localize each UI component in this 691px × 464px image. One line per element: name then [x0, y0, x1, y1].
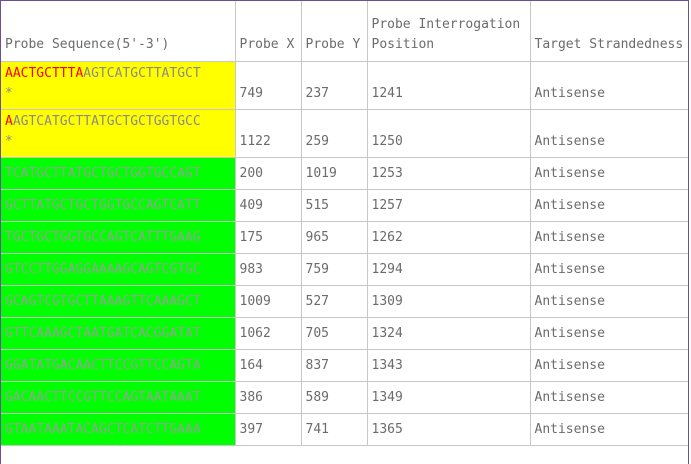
target-strandedness-cell: Antisense — [529, 60, 688, 110]
sequence-text: AGTCATGCTTATGCTGCTGGTGCC — [12, 113, 201, 129]
header-row: Probe Sequence(5'-3') Probe X Probe Y Pr… — [1, 1, 688, 62]
interrogation-position-cell: 1349 — [366, 380, 531, 414]
table-row: GGATATGACAACTTCCGTTCCAGTA 164 837 1343 Antis… — [1, 348, 688, 382]
sequence-highlight: A — [5, 113, 13, 129]
interrogation-position-cell: 1241 — [366, 60, 531, 110]
target-strandedness-cell: Antisense — [529, 220, 688, 254]
probe-sequence-cell: AAGTCATGCTTATGCTGCTGGTGCC * — [1, 108, 236, 158]
target-strandedness-cell: Antisense — [529, 108, 688, 158]
target-strandedness-cell: Antisense — [529, 252, 688, 286]
header-label: Probe Interrogation Position — [371, 16, 521, 52]
table-row: GCTTATGCTGCTGGTGCCAGTCATT 409 515 1257 Antis… — [1, 188, 688, 222]
table-row: TCATGCTTATGCTGCTGGTGCCAGT 200 1019 1253 Anti… — [1, 156, 688, 190]
sequence-text: GCTTATGCTGCTGGTGCCAGTCATT — [5, 197, 201, 213]
probe-x-cell: 749 — [234, 60, 302, 110]
probe-sequence-cell: AACTGCTTTAAGTCATGCTTATGCT * — [1, 60, 236, 110]
interrogation-position-cell: 1257 — [366, 188, 531, 222]
interrogation-position-cell: 1343 — [366, 348, 531, 382]
probe-x-cell: 1122 — [234, 108, 302, 158]
sequence-text: GTCCTTGGAGGAAAAGCAGTCGTGC — [5, 261, 201, 277]
probe-x-cell: 409 — [234, 188, 302, 222]
probe-sequence-cell: TCATGCTTATGCTGCTGGTGCCAGT — [1, 156, 236, 190]
target-strandedness-cell: Antisense — [529, 380, 688, 414]
table-row: GTAATAAATACAGCTCATCTTGAAA 397 741 1365 Antis… — [1, 412, 688, 446]
header-label: Target Strandedness — [534, 36, 684, 52]
probe-x-cell: 397 — [234, 412, 302, 446]
probe-sequence-cell: TGCTGCTGGTGCCAGTCATTTGAAG — [1, 220, 236, 254]
probe-x-cell: 386 — [234, 380, 302, 414]
probe-y-cell: 259 — [300, 108, 368, 158]
target-strandedness-cell: Antisense — [529, 188, 688, 222]
table-row: GTTCAAAGCTAATGATCACGGATAT 1062 705 1324 Anti… — [1, 316, 688, 350]
probe-y-cell: 237 — [300, 60, 368, 110]
table-row: GACAACTTCCGTTCCAGTAATAAAT 386 589 1349 Antis… — [1, 380, 688, 414]
probe-sequence-cell: GCAGTCGTGCTTAAAGTTCAAAGCT — [1, 284, 236, 318]
probe-x-cell: 164 — [234, 348, 302, 382]
interrogation-position-cell: 1309 — [366, 284, 531, 318]
probe-x-cell: 1062 — [234, 316, 302, 350]
probe-sequence-cell: GTCCTTGGAGGAAAAGCAGTCGTGC — [1, 252, 236, 286]
interrogation-position-cell: 1294 — [366, 252, 531, 286]
probe-y-cell: 515 — [300, 188, 368, 222]
table-row: GTCCTTGGAGGAAAAGCAGTCGTGC 983 759 1294 Antis… — [1, 252, 688, 286]
interrogation-position-cell: 1253 — [366, 156, 531, 190]
header-label: Probe Y — [305, 36, 361, 52]
probe-y-cell: 527 — [300, 284, 368, 318]
sequence-marker: * — [5, 133, 13, 149]
sequence-text: TGCTGCTGGTGCCAGTCATTTGAAG — [5, 229, 201, 245]
probe-y-cell: 759 — [300, 252, 368, 286]
target-strandedness-cell: Antisense — [529, 316, 688, 350]
table-row: AACTGCTTTAAGTCATGCTTATGCT * 749 237 1241 Anti… — [1, 60, 688, 110]
probe-y-cell: 965 — [300, 220, 368, 254]
probe-sequence-cell: GTTCAAAGCTAATGATCACGGATAT — [1, 316, 236, 350]
interrogation-position-cell: 1365 — [366, 412, 531, 446]
probe-y-cell: 1019 — [300, 156, 368, 190]
probe-x-cell: 1009 — [234, 284, 302, 318]
sequence-text: GCAGTCGTGCTTAAAGTTCAAAGCT — [5, 293, 201, 309]
header-probe-sequence: Probe Sequence(5'-3') — [1, 1, 236, 62]
probe-table: Probe Sequence(5'-3') Probe X Probe Y Pr… — [1, 1, 688, 446]
interrogation-position-cell: 1262 — [366, 220, 531, 254]
probe-sequence-cell: GCTTATGCTGCTGGTGCCAGTCATT — [1, 188, 236, 222]
header-probe-x: Probe X — [234, 1, 302, 62]
header-label: Probe X — [239, 36, 295, 52]
probe-sequence-cell: GTAATAAATACAGCTCATCTTGAAA — [1, 412, 236, 446]
target-strandedness-cell: Antisense — [529, 284, 688, 318]
header-interrogation-position: Probe Interrogation Position — [366, 1, 531, 62]
table-row: GCAGTCGTGCTTAAAGTTCAAAGCT 1009 527 1309 Anti… — [1, 284, 688, 318]
probe-y-cell: 741 — [300, 412, 368, 446]
table-row: TGCTGCTGGTGCCAGTCATTTGAAG 175 965 1262 Antis… — [1, 220, 688, 254]
target-strandedness-cell: Antisense — [529, 156, 688, 190]
probe-sequence-cell: GACAACTTCCGTTCCAGTAATAAAT — [1, 380, 236, 414]
probe-x-cell: 200 — [234, 156, 302, 190]
probe-y-cell: 705 — [300, 316, 368, 350]
sequence-text: GACAACTTCCGTTCCAGTAATAAAT — [5, 389, 201, 405]
interrogation-position-cell: 1250 — [366, 108, 531, 158]
table-row: AAGTCATGCTTATGCTGCTGGTGCC * 1122 259 1250 Ant… — [1, 108, 688, 158]
target-strandedness-cell: Antisense — [529, 412, 688, 446]
probe-sequence-cell: GGATATGACAACTTCCGTTCCAGTA — [1, 348, 236, 382]
sequence-text: AGTCATGCTTATGCT — [83, 65, 201, 81]
sequence-text: GTTCAAAGCTAATGATCACGGATAT — [5, 325, 201, 341]
target-strandedness-cell: Antisense — [529, 348, 688, 382]
header-target-strandedness: Target Strandedness — [529, 1, 688, 62]
sequence-text: GGATATGACAACTTCCGTTCCAGTA — [5, 357, 201, 373]
header-probe-y: Probe Y — [300, 1, 368, 62]
probe-x-cell: 983 — [234, 252, 302, 286]
probe-x-cell: 175 — [234, 220, 302, 254]
interrogation-position-cell: 1324 — [366, 316, 531, 350]
probe-y-cell: 837 — [300, 348, 368, 382]
header-label: Probe Sequence(5'-3') — [5, 36, 170, 52]
sequence-text: GTAATAAATACAGCTCATCTTGAAA — [5, 421, 201, 437]
probe-y-cell: 589 — [300, 380, 368, 414]
sequence-marker: * — [5, 85, 13, 101]
sequence-highlight: AACTGCTTTA — [5, 65, 84, 81]
sequence-text: TCATGCTTATGCTGCTGGTGCCAGT — [5, 165, 201, 181]
